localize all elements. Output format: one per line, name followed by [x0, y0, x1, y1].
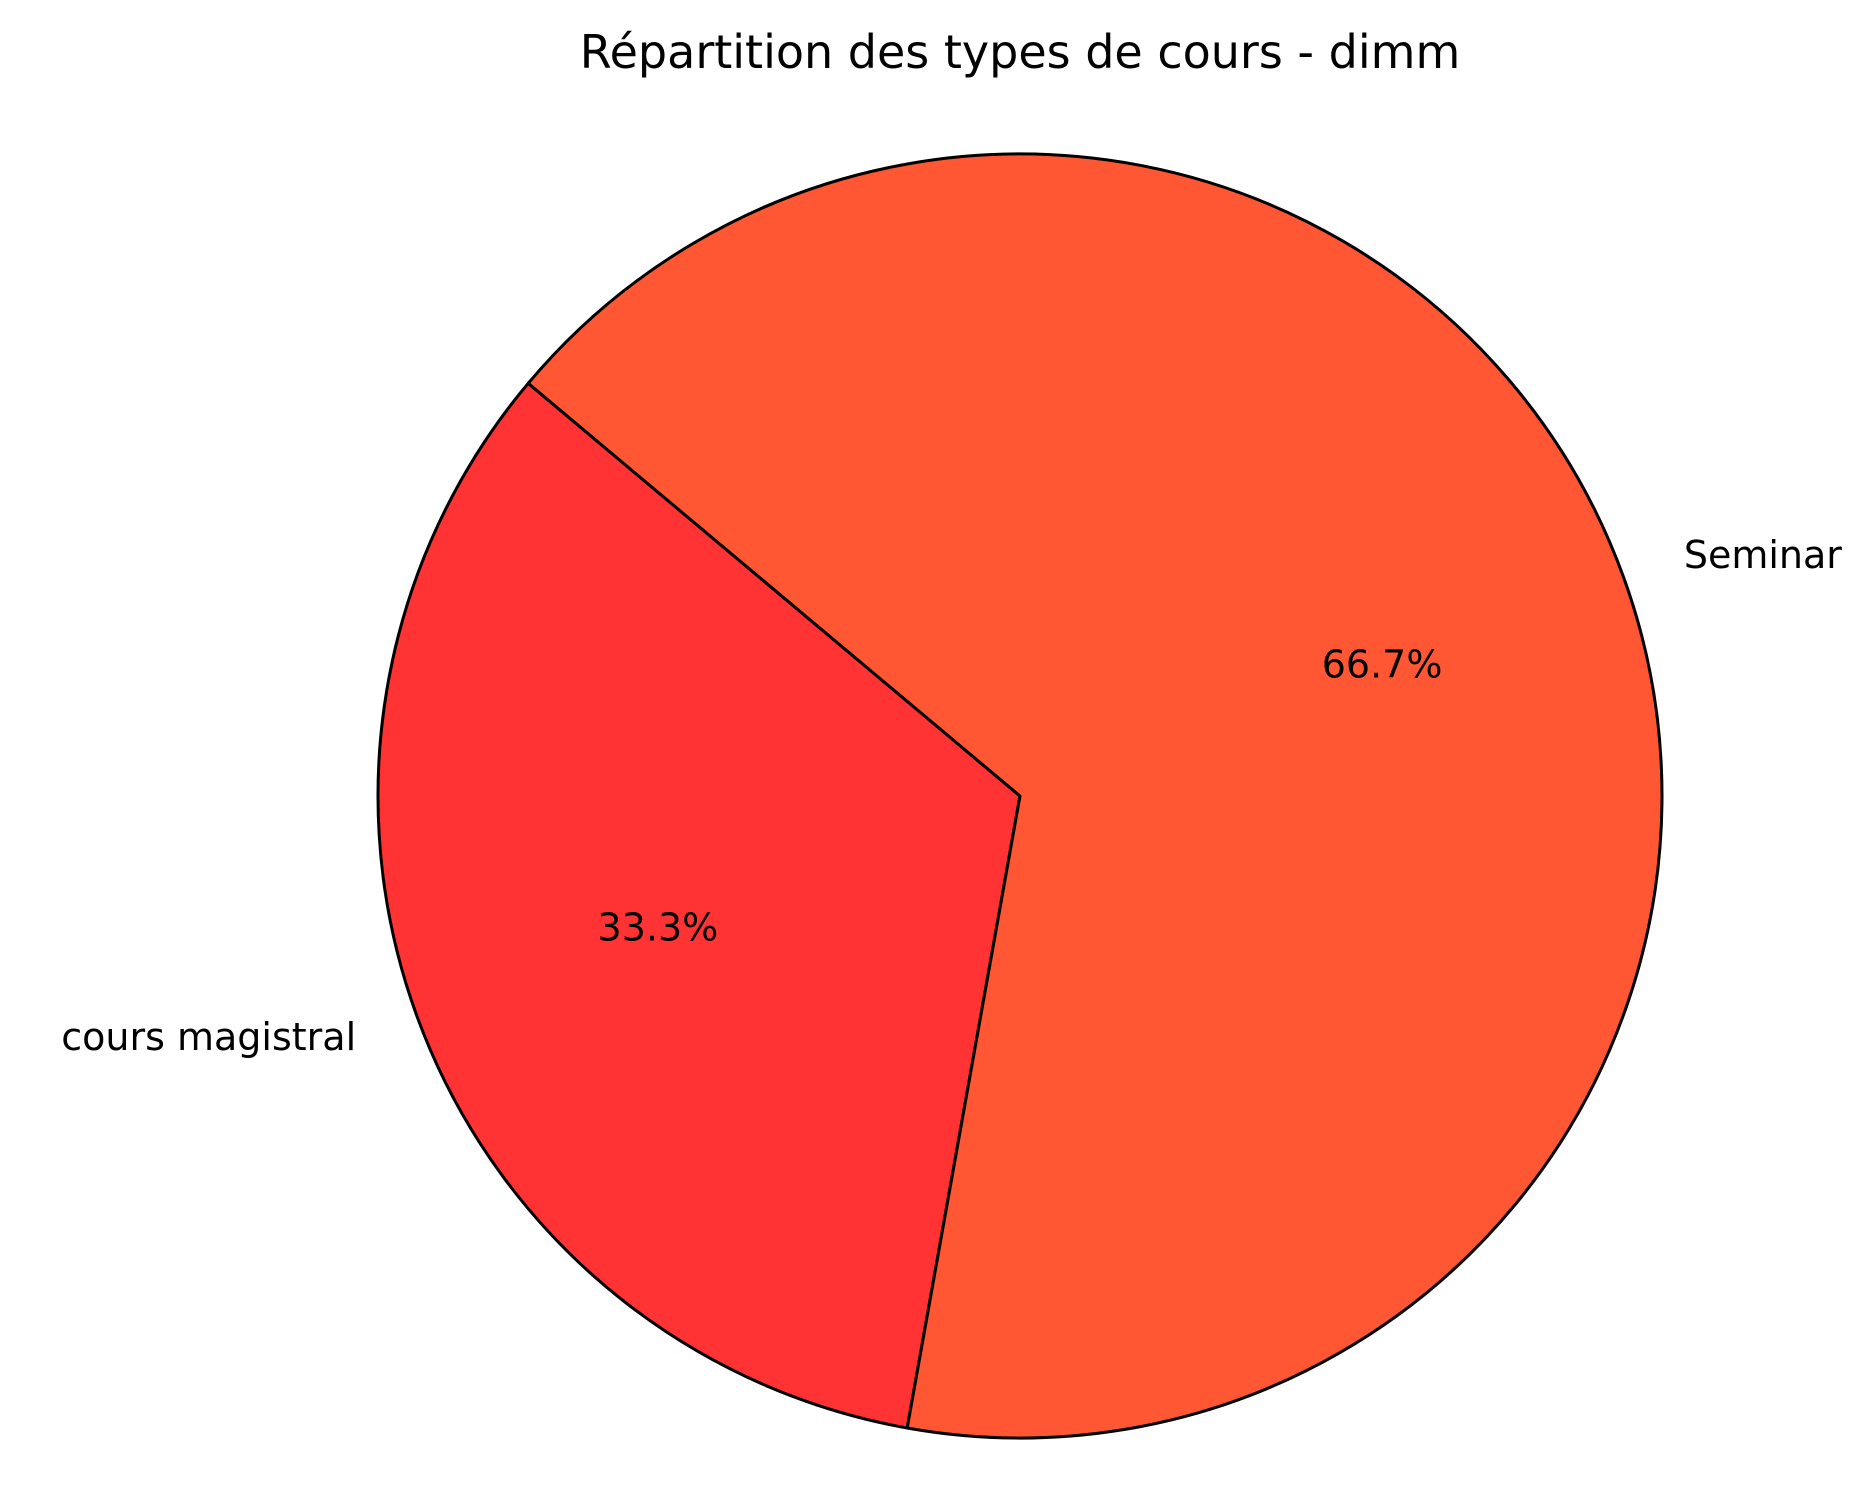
pie-slice-seminar — [526, 152, 1664, 1440]
slice-percent-label: 66.7% — [1322, 643, 1443, 687]
chart-title: Répartition des types de cours - dimm — [580, 25, 1461, 79]
slice-label: cours magistral — [61, 1015, 356, 1059]
slice-label: Seminar — [1684, 533, 1842, 577]
pie-slice-cours-magistral — [376, 381, 1022, 1430]
slice-percent-label: 33.3% — [598, 905, 719, 949]
